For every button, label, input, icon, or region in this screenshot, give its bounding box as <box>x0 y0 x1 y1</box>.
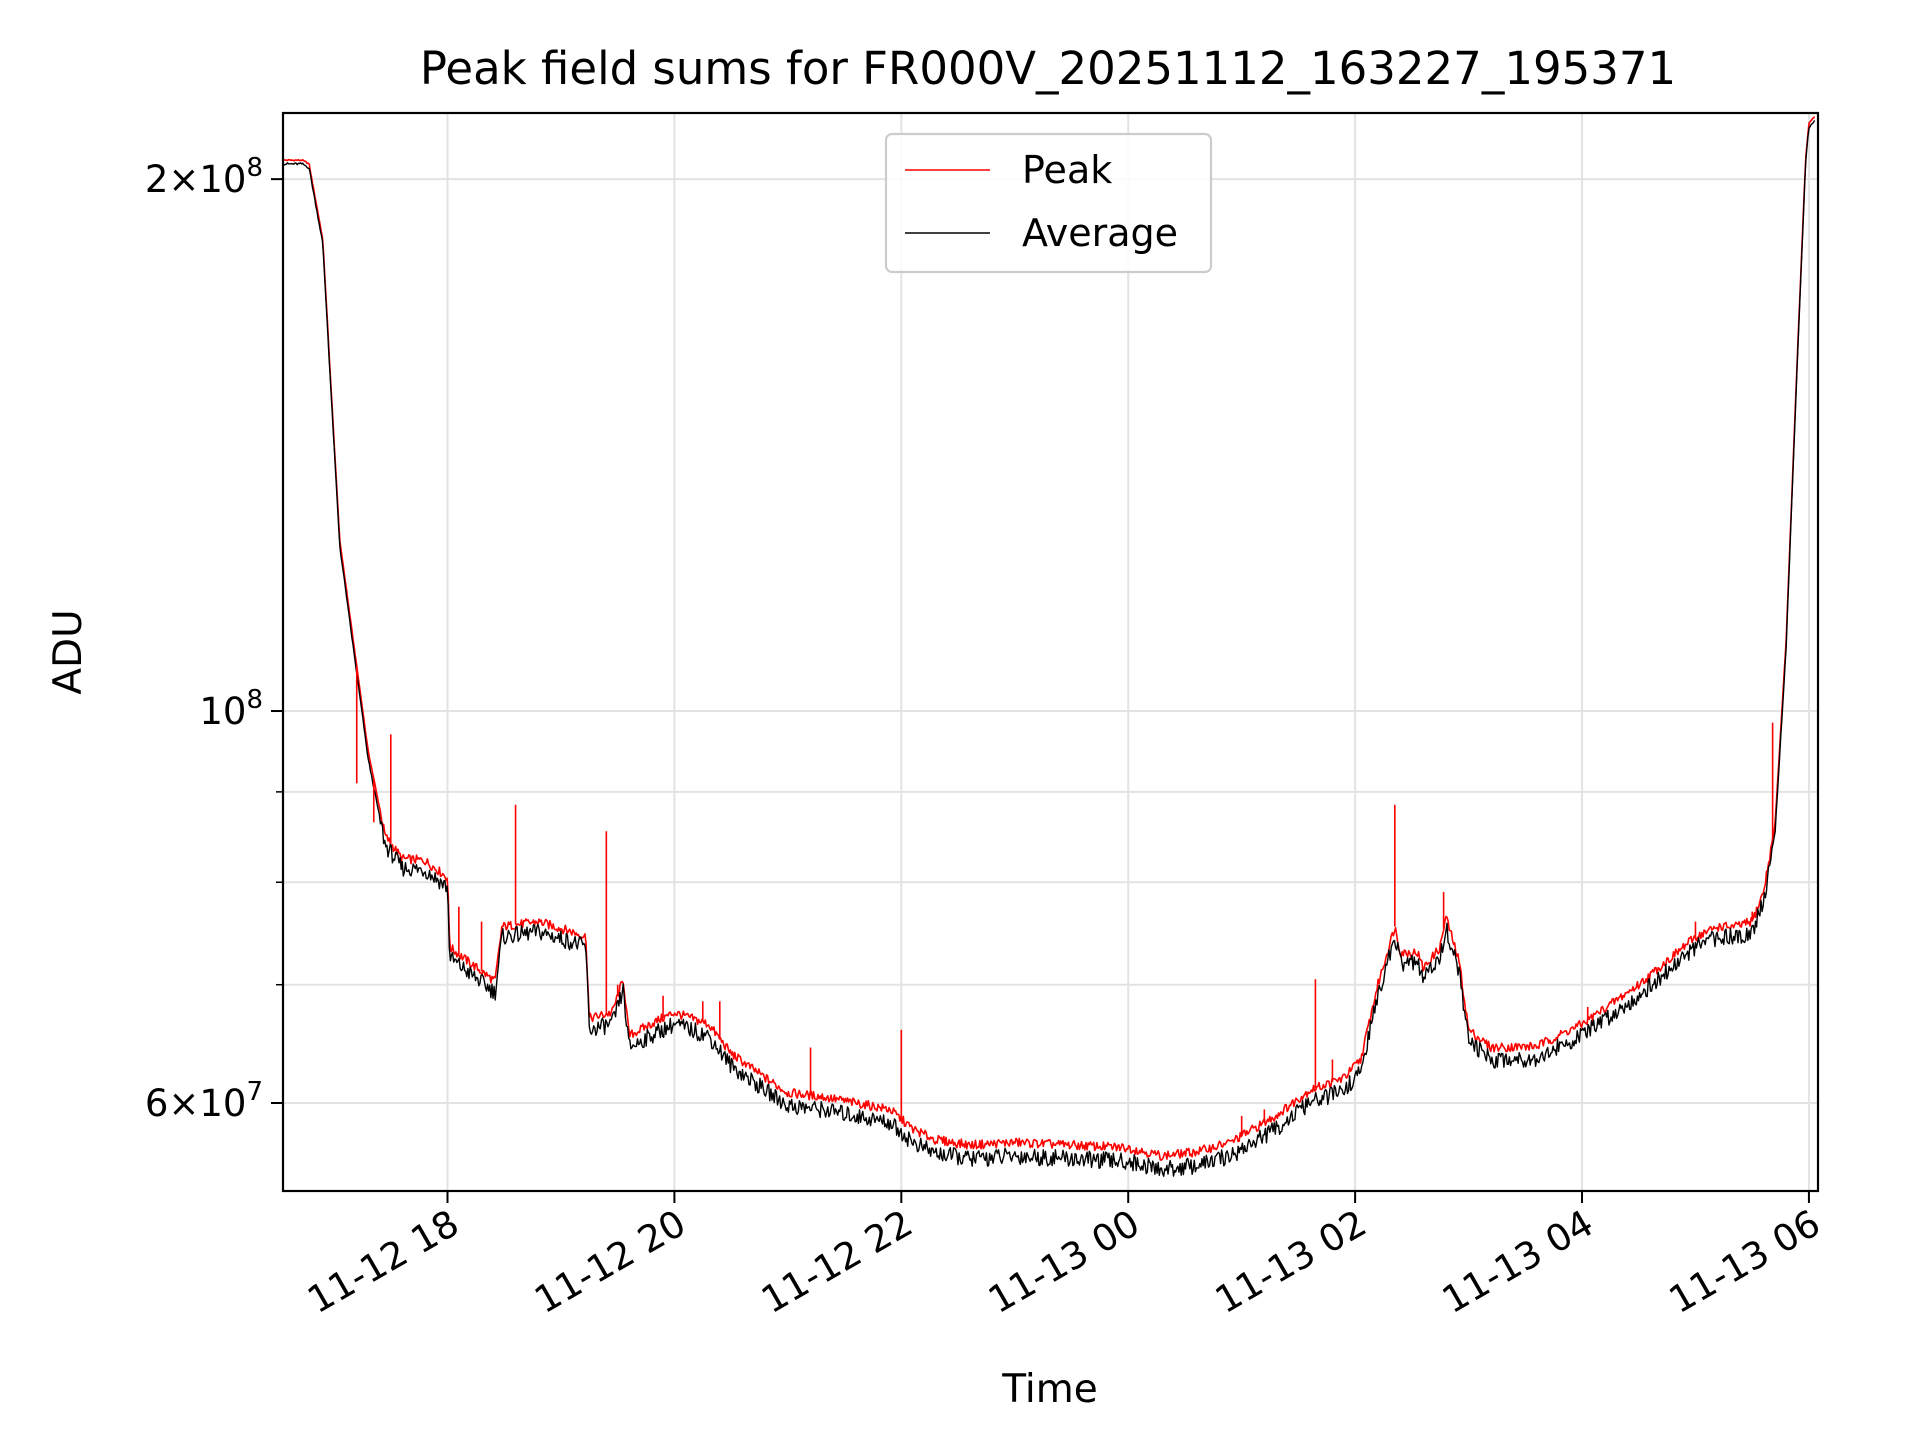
series-average-line <box>282 120 1816 1177</box>
y-tick-label: 6×107 <box>145 1077 263 1125</box>
legend-box <box>884 132 1213 274</box>
chart-title: Peak field sums for FR000V_20251112_1632… <box>420 42 1676 95</box>
y-tick-label-base: 2×10 <box>145 158 247 201</box>
y-tick-label: 2×108 <box>145 153 263 201</box>
y-tick-label-exponent: 8 <box>246 685 263 715</box>
y-tick-label: 108 <box>199 685 263 733</box>
legend-peak-label: Peak <box>1022 148 1112 192</box>
x-axis-label: Time <box>1001 1367 1097 1412</box>
legend-average-label: Average <box>1022 211 1178 255</box>
y-tick-label-base: 6×10 <box>145 1082 247 1125</box>
series-layer <box>282 116 1816 1177</box>
series-peak-line <box>282 116 1816 1161</box>
y-tick-label-exponent: 8 <box>246 153 263 183</box>
plot-area-frame <box>281 111 1820 1193</box>
y-axis-label: ADU <box>46 609 91 694</box>
legend: Peak Average <box>884 132 1213 274</box>
y-tick-label-base: 10 <box>199 690 246 733</box>
y-tick-label-exponent: 7 <box>246 1077 263 1107</box>
